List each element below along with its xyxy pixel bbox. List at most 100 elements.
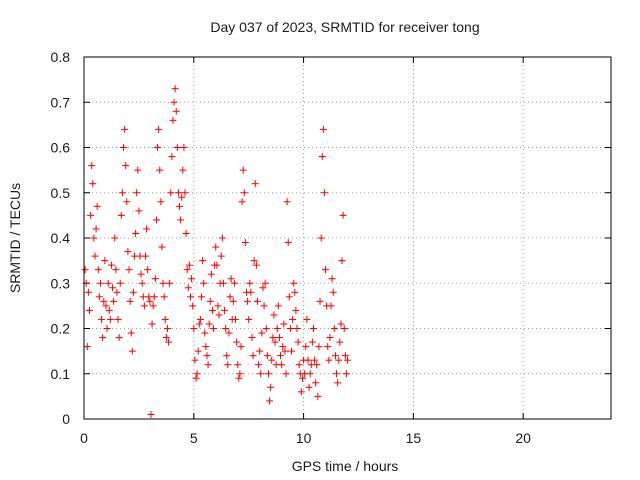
- data-point: [200, 279, 208, 287]
- data-point: [229, 297, 237, 305]
- data-point: [289, 315, 297, 323]
- data-point: [221, 306, 229, 314]
- data-point: [270, 311, 278, 319]
- data-point: [288, 347, 296, 355]
- data-point: [99, 334, 107, 342]
- data-point: [281, 347, 289, 355]
- data-point: [240, 189, 248, 197]
- data-point: [177, 216, 185, 224]
- data-point: [246, 279, 254, 287]
- data-point: [298, 374, 306, 382]
- data-point: [151, 275, 159, 283]
- data-point: [202, 343, 210, 351]
- data-point: [294, 338, 302, 346]
- data-point: [275, 334, 283, 342]
- data-point: [258, 329, 266, 337]
- data-point: [235, 374, 243, 382]
- data-point: [312, 379, 320, 387]
- data-point: [236, 370, 244, 378]
- data-point: [113, 288, 121, 296]
- data-point: [161, 315, 169, 323]
- data-point: [89, 180, 97, 188]
- data-point: [308, 338, 316, 346]
- data-point: [208, 306, 216, 314]
- data-point: [319, 125, 327, 133]
- y-tick-label: 0.3: [51, 275, 71, 291]
- data-point: [114, 315, 122, 323]
- data-point: [155, 125, 163, 133]
- data-point: [340, 325, 348, 332]
- grid: [84, 57, 611, 419]
- data-point: [239, 166, 247, 174]
- data-point: [110, 297, 118, 305]
- data-point: [257, 370, 265, 378]
- data-point: [226, 293, 234, 301]
- data-point: [133, 189, 141, 197]
- data-point: [194, 347, 202, 355]
- data-point: [217, 252, 225, 260]
- data-point: [185, 261, 193, 269]
- data-point: [245, 315, 253, 323]
- data-point: [271, 338, 279, 346]
- data-point: [138, 279, 146, 287]
- data-point: [168, 153, 176, 161]
- data-point: [333, 370, 341, 378]
- data-point: [219, 279, 227, 287]
- data-point: [132, 229, 140, 237]
- y-axis-label: SRMTID / TECUs: [7, 183, 23, 293]
- x-tick-label: 10: [296, 430, 312, 446]
- data-point: [203, 352, 211, 360]
- data-point: [213, 261, 221, 269]
- data-point: [117, 211, 125, 219]
- data-point: [178, 193, 186, 201]
- data-point: [83, 343, 91, 351]
- data-point: [116, 279, 124, 287]
- data-point: [88, 162, 96, 170]
- data-point: [205, 320, 213, 328]
- data-point: [290, 279, 298, 287]
- scatter-series: [81, 85, 351, 418]
- data-point: [315, 343, 323, 351]
- data-point: [188, 275, 196, 283]
- data-point: [320, 189, 328, 197]
- data-point: [192, 374, 200, 382]
- data-point: [227, 275, 235, 283]
- data-point: [327, 302, 335, 310]
- data-point: [342, 370, 350, 378]
- data-point: [115, 334, 123, 342]
- data-point: [90, 234, 98, 242]
- data-point: [311, 356, 319, 364]
- data-point: [214, 302, 222, 310]
- y-tick-labels: 0 0.1 0.2 0.3 0.4 0.5 0.6 0.7 0.8: [51, 49, 71, 427]
- data-point: [268, 356, 276, 364]
- data-point: [197, 293, 205, 301]
- data-point: [98, 315, 106, 323]
- data-point: [129, 288, 137, 296]
- data-point: [260, 302, 268, 310]
- data-point: [91, 252, 99, 260]
- data-point: [105, 306, 113, 314]
- y-tick-label: 0.8: [51, 49, 71, 65]
- data-point: [154, 144, 162, 151]
- data-point: [267, 383, 275, 391]
- data-point: [324, 343, 332, 351]
- data-point: [144, 266, 152, 274]
- data-point: [125, 266, 133, 274]
- data-point: [146, 297, 154, 305]
- data-point: [137, 270, 145, 278]
- data-point: [241, 239, 249, 247]
- data-point: [134, 166, 142, 174]
- data-point: [341, 352, 349, 360]
- data-point: [162, 334, 170, 342]
- data-point: [183, 266, 191, 274]
- data-point: [237, 343, 245, 351]
- y-tick-label: 0.1: [51, 366, 71, 382]
- y-tick-label: 0.4: [51, 230, 71, 246]
- data-point: [306, 370, 314, 378]
- data-point: [179, 166, 187, 174]
- data-point: [186, 293, 194, 301]
- y-tick-label: 0.5: [51, 185, 71, 201]
- data-point: [103, 325, 111, 332]
- data-point: [261, 279, 269, 287]
